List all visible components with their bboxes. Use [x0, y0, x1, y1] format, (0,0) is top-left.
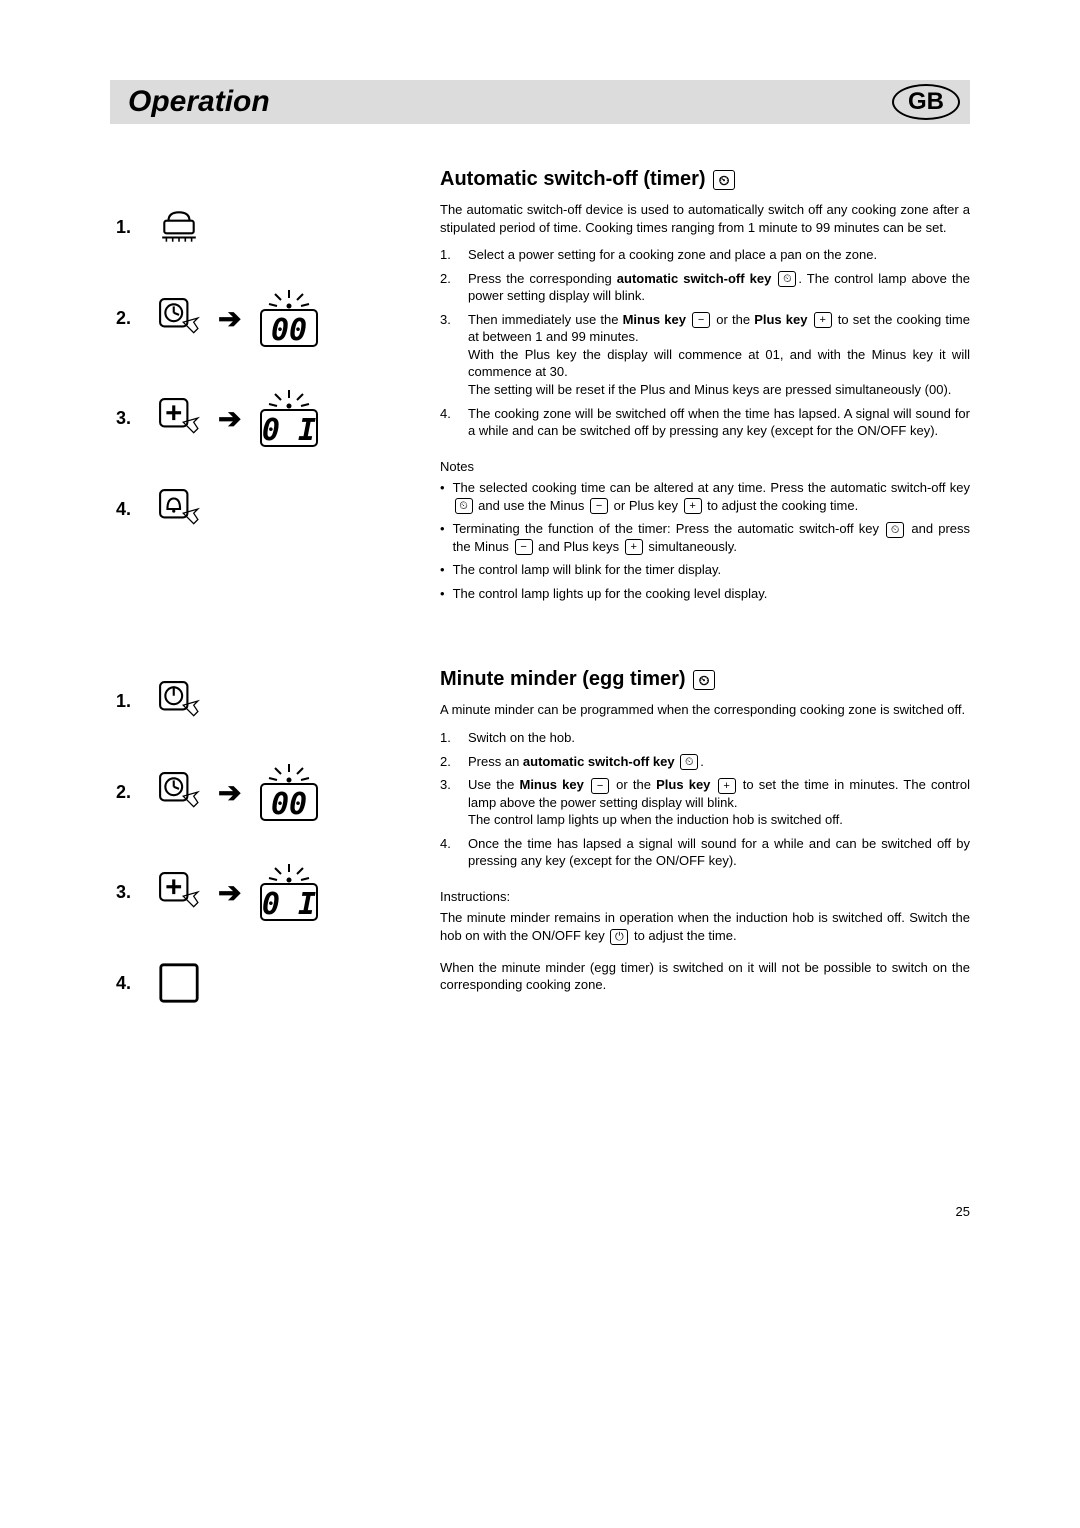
step-number: 3. [116, 882, 140, 903]
step-number: 3. [116, 408, 140, 429]
step-text: Press the corresponding automatic switch… [468, 270, 970, 305]
page-title: Operation [128, 85, 270, 119]
section-b-steps: 1. Switch on the hob. 2. Press an automati… [440, 729, 970, 870]
step-number: 2. [116, 782, 140, 803]
section-b-title: Minute minder (egg timer) ⏲ [440, 666, 970, 693]
page-number: 25 [110, 1204, 970, 1219]
picto-a-3: 3. ➔ [116, 388, 410, 448]
step-num: 4. [440, 405, 458, 440]
instructions-1: The minute minder remains in operation w… [440, 909, 970, 944]
picto-b-1: 1. [116, 680, 410, 722]
title-text: Minute minder (egg timer) [440, 668, 691, 690]
right-column: Automatic switch-off (timer) ⏲ The autom… [440, 166, 970, 1044]
step-text: Once the time has lapsed a signal will s… [468, 835, 970, 870]
plus-key-icon [158, 871, 200, 913]
step-text: Then immediately use the Minus key − or … [468, 311, 970, 399]
step-num: 3. [440, 311, 458, 399]
step-num: 1. [440, 729, 458, 747]
step-number: 4. [116, 973, 140, 994]
timer-icon: ⏲ [713, 170, 735, 190]
display-01-icon [259, 388, 319, 448]
step-num: 3. [440, 776, 458, 829]
step-num: 2. [440, 753, 458, 771]
step-number: 1. [116, 217, 140, 238]
arrow-icon: ➔ [218, 776, 241, 809]
step-text: Switch on the hob. [468, 729, 575, 747]
left-column: 1. 2. ➔ 3. ➔ 4. 1. 2. ➔ [110, 166, 410, 1044]
step-number: 1. [116, 691, 140, 712]
step-text: The cooking zone will be switched off wh… [468, 405, 970, 440]
timer-key-icon [158, 297, 200, 339]
picto-b-2: 2. ➔ [116, 762, 410, 822]
step-num: 1. [440, 246, 458, 264]
note-text: The control lamp lights up for the cooki… [453, 585, 768, 603]
note-text: Terminating the function of the timer: P… [453, 520, 970, 555]
picto-a-2: 2. ➔ [116, 288, 410, 348]
picto-a-4: 4. [116, 488, 410, 530]
step-num: 4. [440, 835, 458, 870]
section-b-intro: A minute minder can be programmed when t… [440, 701, 970, 719]
arrow-icon: ➔ [218, 402, 241, 435]
step-text: Select a power setting for a cooking zon… [468, 246, 877, 264]
timer-key-icon [158, 771, 200, 813]
step-number: 4. [116, 499, 140, 520]
section-a-steps: 1. Select a power setting for a cooking z… [440, 246, 970, 440]
note-text: The control lamp will blink for the time… [453, 561, 722, 579]
country-badge: GB [892, 84, 960, 120]
arrow-icon: ➔ [218, 876, 241, 909]
section-a-title: Automatic switch-off (timer) ⏲ [440, 166, 970, 193]
display-00-icon [259, 288, 319, 348]
timer-icon: ⏲ [693, 670, 715, 690]
step-text: Press an automatic switch-off key ⏲. [468, 753, 704, 771]
instructions-label: Instructions: [440, 888, 970, 906]
title-text: Automatic switch-off (timer) [440, 168, 711, 190]
section-a-intro: The automatic switch-off device is used … [440, 201, 970, 236]
display-01-icon [259, 862, 319, 922]
picto-b-3: 3. ➔ [116, 862, 410, 922]
pan-icon [158, 206, 200, 248]
content: 1. 2. ➔ 3. ➔ 4. 1. 2. ➔ [110, 166, 970, 1044]
bell-key-icon [158, 488, 200, 530]
picto-b-4: 4. [116, 962, 410, 1004]
step-num: 2. [440, 270, 458, 305]
instructions-2: When the minute minder (egg timer) is sw… [440, 959, 970, 994]
arrow-icon: ➔ [218, 302, 241, 335]
notes-label: Notes [440, 458, 970, 476]
display-00-icon [259, 762, 319, 822]
header-bar: Operation GB [110, 80, 970, 124]
power-key-icon [158, 680, 200, 722]
section-a-notes: The selected cooking time can be altered… [440, 479, 970, 602]
step-text: Use the Minus key − or the Plus key + to… [468, 776, 970, 829]
plus-key-icon [158, 397, 200, 439]
blank-box-icon [158, 962, 200, 1004]
picto-a-1: 1. [116, 206, 410, 248]
step-number: 2. [116, 308, 140, 329]
note-text: The selected cooking time can be altered… [453, 479, 970, 514]
